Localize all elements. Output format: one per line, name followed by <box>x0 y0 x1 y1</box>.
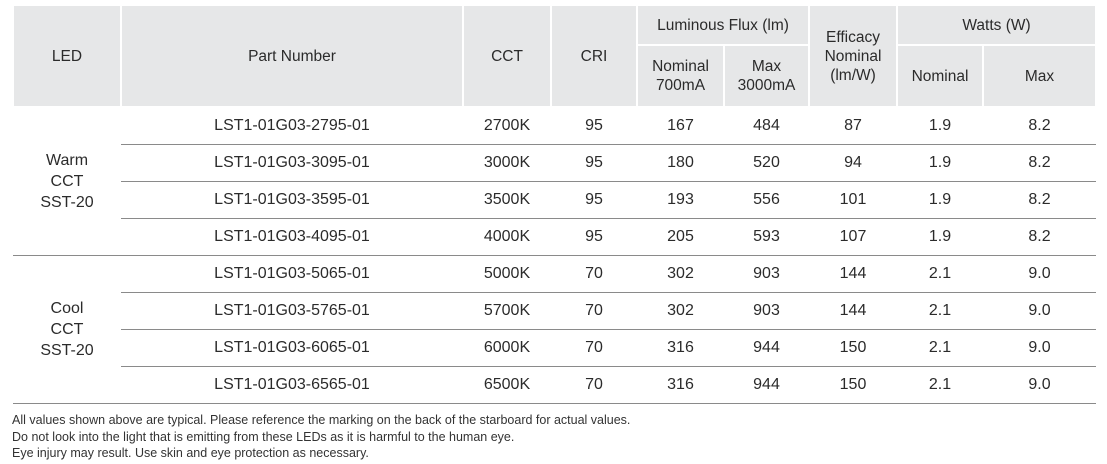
cell-part-number: LST1-01G03-6565-01 <box>121 366 463 404</box>
cell-watts-nominal: 2.1 <box>897 329 983 367</box>
cell-flux-nominal: 180 <box>637 144 724 182</box>
led-group-label: Cool CCT SST-20 <box>13 255 121 404</box>
header-luminous-flux: Luminous Flux (lm) <box>636 4 810 46</box>
header-watts-nominal: Nominal <box>896 44 984 108</box>
footnotes: All values shown above are typical. Plea… <box>12 412 630 462</box>
header-watts: Watts (W) <box>895 4 1098 46</box>
cell-efficacy: 94 <box>809 144 897 182</box>
cell-cct: 2700K <box>463 107 551 145</box>
cell-flux-max: 944 <box>724 329 809 367</box>
cell-cri: 95 <box>551 181 637 219</box>
header-cct: CCT <box>462 4 552 108</box>
cell-watts-nominal: 2.1 <box>897 366 983 404</box>
cell-efficacy: 150 <box>809 329 897 367</box>
cell-cri: 70 <box>551 292 637 330</box>
table-row: LST1-01G03-4095-01 4000K 95 205 593 107 1.9 8.2 <box>13 218 1097 256</box>
led-spec-table: LED Part Number CCT CRI Luminous Flux (l… <box>12 4 1098 404</box>
cell-flux-nominal: 302 <box>637 292 724 330</box>
cell-flux-nominal: 316 <box>637 366 724 404</box>
cell-part-number: LST1-01G03-3595-01 <box>121 181 463 219</box>
cell-efficacy: 87 <box>809 107 897 145</box>
cell-watts-max: 8.2 <box>983 181 1097 219</box>
cell-part-number: LST1-01G03-3095-01 <box>121 144 463 182</box>
cell-watts-nominal: 1.9 <box>897 107 983 145</box>
cell-part-number: LST1-01G03-5765-01 <box>121 292 463 330</box>
table-row: LST1-01G03-3595-01 3500K 95 193 556 101 1.9 8.2 <box>13 181 1097 219</box>
cell-flux-max: 593 <box>724 218 809 256</box>
cell-cri: 95 <box>551 218 637 256</box>
cell-flux-max: 556 <box>724 181 809 219</box>
cell-cct: 4000K <box>463 218 551 256</box>
header-flux-max: Max 3000mA <box>723 44 810 108</box>
cell-watts-max: 9.0 <box>983 329 1097 367</box>
cell-flux-max: 484 <box>724 107 809 145</box>
cell-flux-max: 944 <box>724 366 809 404</box>
cell-flux-nominal: 193 <box>637 181 724 219</box>
header-part-number: Part Number <box>120 4 464 108</box>
header-watts-max: Max <box>981 44 1098 108</box>
cell-cct: 3500K <box>463 181 551 219</box>
led-group-label: Warm CCT SST-20 <box>13 107 121 256</box>
cell-watts-nominal: 1.9 <box>897 144 983 182</box>
cell-flux-nominal: 302 <box>637 255 724 293</box>
table-row: Cool CCT SST-20 LST1-01G03-5065-01 5000K 70 30… <box>13 255 1097 404</box>
cell-flux-nominal: 316 <box>637 329 724 367</box>
cell-watts-nominal: 2.1 <box>897 255 983 293</box>
cell-watts-max: 8.2 <box>983 218 1097 256</box>
header-cri: CRI <box>550 4 638 108</box>
cell-cct: 6500K <box>463 366 551 404</box>
cell-watts-nominal: 1.9 <box>897 181 983 219</box>
cell-watts-max: 9.0 <box>983 255 1097 293</box>
note: All values shown above are typical. Plea… <box>12 413 631 427</box>
cell-cri: 95 <box>551 107 637 145</box>
cell-efficacy: 144 <box>809 292 897 330</box>
cell-efficacy: 150 <box>809 366 897 404</box>
cell-flux-nominal: 205 <box>637 218 724 256</box>
header-flux-nominal: Nominal 700mA <box>636 44 725 108</box>
cell-cct: 3000K <box>463 144 551 182</box>
table-row: LST1-01G03-6065-01 6000K 70 316 944 150 2.1 9.0 <box>13 329 1097 367</box>
cell-flux-nominal: 167 <box>637 107 724 145</box>
cell-efficacy: 107 <box>809 218 897 256</box>
cell-part-number: LST1-01G03-2795-01 <box>121 107 463 145</box>
cell-cct: 5000K <box>463 255 551 293</box>
cell-watts-nominal: 2.1 <box>897 292 983 330</box>
cell-efficacy: 101 <box>809 181 897 219</box>
cell-cri: 95 <box>551 144 637 182</box>
header-efficacy: Efficacy Nominal (lm/W) <box>808 4 898 108</box>
cell-cri: 70 <box>551 329 637 367</box>
table-row: Warm CCT SST-20 LST1-01G03-2795-01 2700K 95 16… <box>13 107 1097 256</box>
cell-cri: 70 <box>551 255 637 293</box>
table-row: LST1-01G03-3095-01 3000K 95 180 520 94 1.9 8.2 <box>13 144 1097 182</box>
cell-flux-max: 520 <box>724 144 809 182</box>
cell-watts-max: 8.2 <box>983 144 1097 182</box>
cell-watts-max: 9.0 <box>983 292 1097 330</box>
cell-watts-nominal: 1.9 <box>897 218 983 256</box>
cell-part-number: LST1-01G03-5065-01 <box>121 255 463 293</box>
cell-watts-max: 9.0 <box>983 366 1097 404</box>
cell-part-number: LST1-01G03-6065-01 <box>121 329 463 367</box>
cell-flux-max: 903 <box>724 255 809 293</box>
cell-cct: 5700K <box>463 292 551 330</box>
cell-cct: 6000K <box>463 329 551 367</box>
cell-part-number: LST1-01G03-4095-01 <box>121 218 463 256</box>
table-row: LST1-01G03-5765-01 5700K 70 302 903 144 2.1 9.0 <box>13 292 1097 330</box>
note: Do not look into the light that is emitt… <box>12 429 515 444</box>
header-led: LED <box>12 4 122 108</box>
table-row: LST1-01G03-6565-01 6500K 70 316 944 150 2.1 9.0 <box>13 366 1097 404</box>
note: Eye injury may result. Use skin and eye … <box>12 446 369 460</box>
cell-efficacy: 144 <box>809 255 897 293</box>
cell-watts-max: 8.2 <box>983 107 1097 145</box>
cell-cri: 70 <box>551 366 637 404</box>
cell-flux-max: 903 <box>724 292 809 330</box>
